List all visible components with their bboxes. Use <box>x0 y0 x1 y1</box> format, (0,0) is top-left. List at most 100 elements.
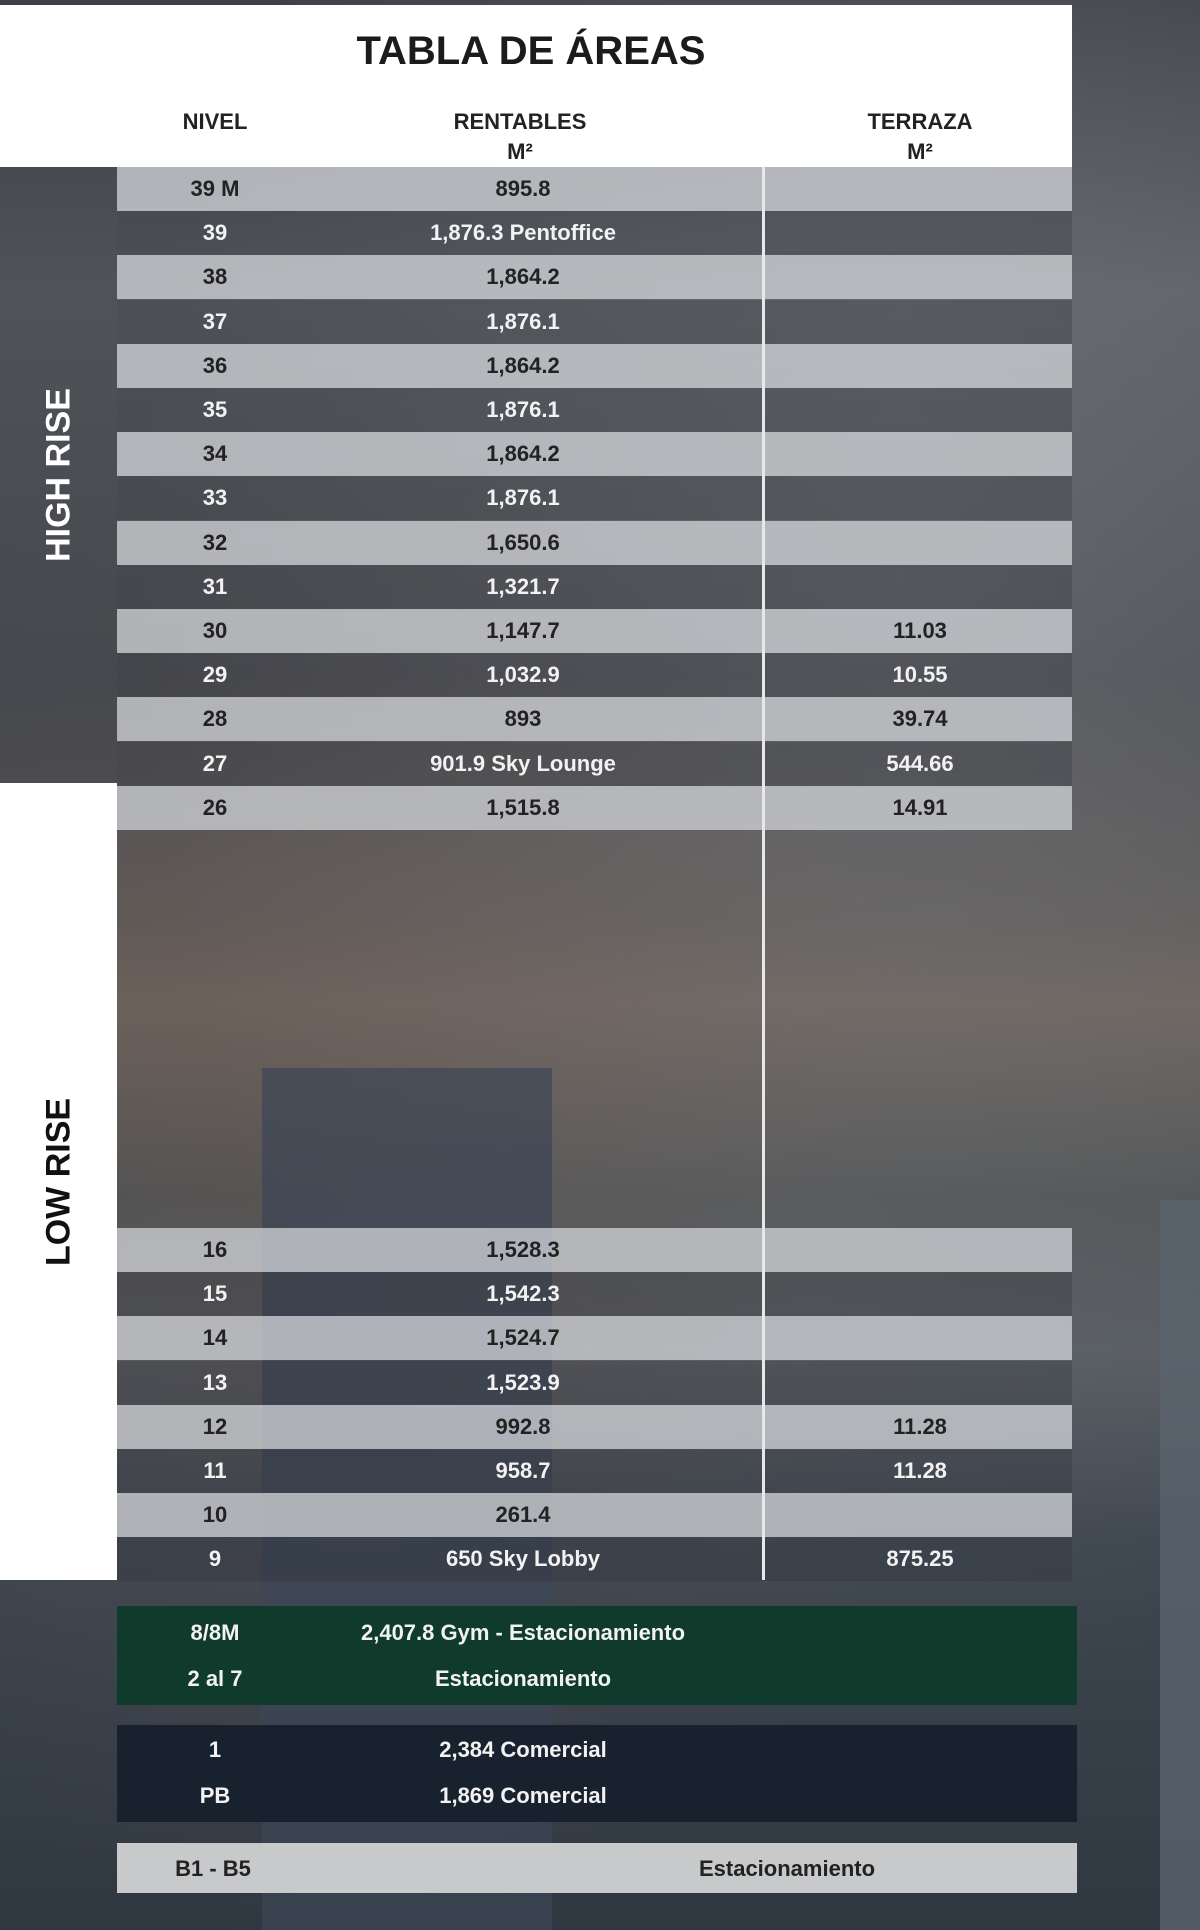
cell-rentables: 1,864.2 <box>486 441 560 467</box>
table-row: 10 261.4 <box>117 1493 1072 1538</box>
cell-nivel: 36 <box>202 352 228 378</box>
basement-row: B1 - B5 Estacionamiento <box>117 1843 1077 1893</box>
cell-rentables: 1,876.1 <box>486 397 560 422</box>
cell-rentables: 1,864.2 <box>486 264 560 290</box>
section-high-rise: HIGH RISE <box>0 167 117 783</box>
cell-rentables: 895.8 <box>495 176 551 201</box>
cell-rentables: 1,876.3 Pentoffice <box>430 220 616 246</box>
table-header: TABLA DE ÁREAS NIVEL RENTABLES M² TERRAZA… <box>0 5 1072 167</box>
table-row: 35 1,876.1 <box>117 388 1072 432</box>
table-row: 12 992.8 11.28 <box>117 1404 1072 1449</box>
cell-nivel: 10 <box>202 1502 228 1528</box>
cell-rentables: 1,147.7 <box>486 618 560 643</box>
cell-rentables: 1,876.1 <box>486 308 560 334</box>
table-row: 27 901.9 Sky Lounge 544.66 <box>117 741 1072 786</box>
table-row: 39 M 895.8 <box>117 167 1072 211</box>
cell-nivel: 31 <box>202 573 228 599</box>
table-row: 9 650 Sky Lobby 875.25 <box>117 1537 1072 1582</box>
cell-terraza: 11.28 <box>893 1458 947 1483</box>
cell-nivel: 38 <box>202 264 228 290</box>
cell-nivel: 39 M <box>190 176 240 201</box>
table-row: 38 1,864.2 <box>117 255 1072 300</box>
table-row: 31 1,321.7 <box>117 564 1072 609</box>
cell-nivel: 32 <box>202 529 228 555</box>
cell-nivel: 16 <box>202 1237 228 1262</box>
cell-rentables: 1,542.3 <box>486 1281 560 1307</box>
cell-nivel: 34 <box>202 441 228 467</box>
parking-desc: Estacionamiento <box>434 1666 612 1691</box>
cell-terraza: 875.25 <box>886 1546 954 1572</box>
cell-terraza: 14.91 <box>892 794 948 820</box>
cell-rentables: 1,650.6 <box>486 529 560 555</box>
cell-nivel: 15 <box>202 1281 228 1307</box>
commercial-nivel: PB <box>199 1783 231 1808</box>
cell-rentables: 1,523.9 <box>486 1369 560 1395</box>
column-header-rentables: RENTABLES M² <box>453 109 587 164</box>
table-row: 29 1,032.9 10.55 <box>117 653 1072 698</box>
cell-nivel: 28 <box>202 706 228 732</box>
table-row: 30 1,147.7 11.03 <box>117 609 1072 653</box>
cell-nivel: 33 <box>202 485 228 511</box>
cell-terraza: 11.28 <box>893 1413 947 1439</box>
table-row: 16 1,528.3 <box>117 1228 1072 1272</box>
cell-rentables: 1,032.9 <box>486 662 560 688</box>
parking-nivel: 2 al 7 <box>187 1666 243 1691</box>
table-row: 11 958.7 11.28 <box>117 1449 1072 1493</box>
cell-rentables: 1,528.3 <box>486 1237 560 1262</box>
cell-nivel: 27 <box>202 750 228 776</box>
cell-terraza: 544.66 <box>886 750 954 776</box>
commercial-desc: 1,869 Comercial <box>439 1783 607 1808</box>
cell-nivel: 9 <box>208 1546 222 1572</box>
cell-rentables: 1,864.2 <box>486 352 560 378</box>
cell-rentables: 901.9 Sky Lounge <box>430 750 616 776</box>
cell-rentables: 1,321.7 <box>486 573 560 599</box>
cell-nivel: 12 <box>202 1413 228 1439</box>
commercial-nivel: 1 <box>208 1737 222 1762</box>
cell-nivel: 11 <box>203 1458 227 1483</box>
basement-desc: Estacionamiento <box>698 1856 876 1881</box>
cell-rentables: 992.8 <box>495 1413 551 1439</box>
table-row: 33 1,876.1 <box>117 476 1072 521</box>
table-row: 37 1,876.1 <box>117 299 1072 344</box>
column-header-terraza: TERRAZA M² <box>867 109 973 164</box>
cell-terraza: 39.74 <box>892 706 948 732</box>
cell-rentables: 1,515.8 <box>486 794 560 820</box>
page-title: TABLA DE ÁREAS <box>356 29 706 73</box>
cell-nivel: 29 <box>202 662 228 688</box>
parking-desc: 2,407.8 Gym - Estacionamiento <box>360 1620 686 1645</box>
cell-nivel: 30 <box>202 618 228 643</box>
section-low-rise: LOW RISE <box>0 783 117 1580</box>
parking-nivel: 8/8M <box>190 1620 240 1645</box>
cell-rentables: 650 Sky Lobby <box>445 1546 601 1572</box>
cell-rentables: 958.7 <box>495 1458 551 1483</box>
table-row: 36 1,864.2 <box>117 343 1072 388</box>
table-row: 28 893 39.74 <box>117 697 1072 742</box>
parking-block: 8/8M 2,407.8 Gym - Estacionamiento 2 al … <box>117 1606 1077 1705</box>
cell-nivel: 39 <box>202 220 228 246</box>
cell-terraza: 11.03 <box>893 618 947 643</box>
cell-rentables: 1,876.1 <box>486 485 560 511</box>
section-label-low-rise: LOW RISE <box>39 1097 77 1266</box>
basement-nivel: B1 - B5 <box>175 1856 251 1881</box>
section-label-high-rise: HIGH RISE <box>39 388 77 562</box>
cell-nivel: 35 <box>202 397 228 422</box>
cell-rentables: 1,524.7 <box>486 1325 560 1351</box>
commercial-desc: 2,384 Comercial <box>439 1737 607 1762</box>
cell-rentables: 893 <box>504 706 542 732</box>
table-row: 34 1,864.2 <box>117 432 1072 477</box>
table-row: 39 1,876.3 Pentoffice <box>117 211 1072 256</box>
cell-nivel: 14 <box>202 1325 228 1351</box>
cell-rentables: 261.4 <box>495 1502 551 1528</box>
table-row: 26 1,515.8 14.91 <box>117 785 1072 830</box>
table-row: 14 1,524.7 <box>117 1316 1072 1361</box>
commercial-block: 1 2,384 Comercial PB 1,869 Comercial <box>117 1725 1077 1822</box>
column-header-nivel: NIVEL <box>182 109 248 134</box>
cell-nivel: 37 <box>202 308 228 334</box>
table-row: 32 1,650.6 <box>117 520 1072 565</box>
table-row: 13 1,523.9 <box>117 1360 1072 1405</box>
background-building <box>1160 1200 1200 1930</box>
column-divider <box>762 167 765 1580</box>
cell-nivel: 13 <box>202 1369 228 1395</box>
cell-nivel: 26 <box>202 794 228 820</box>
table-row: 15 1,542.3 <box>117 1272 1072 1317</box>
